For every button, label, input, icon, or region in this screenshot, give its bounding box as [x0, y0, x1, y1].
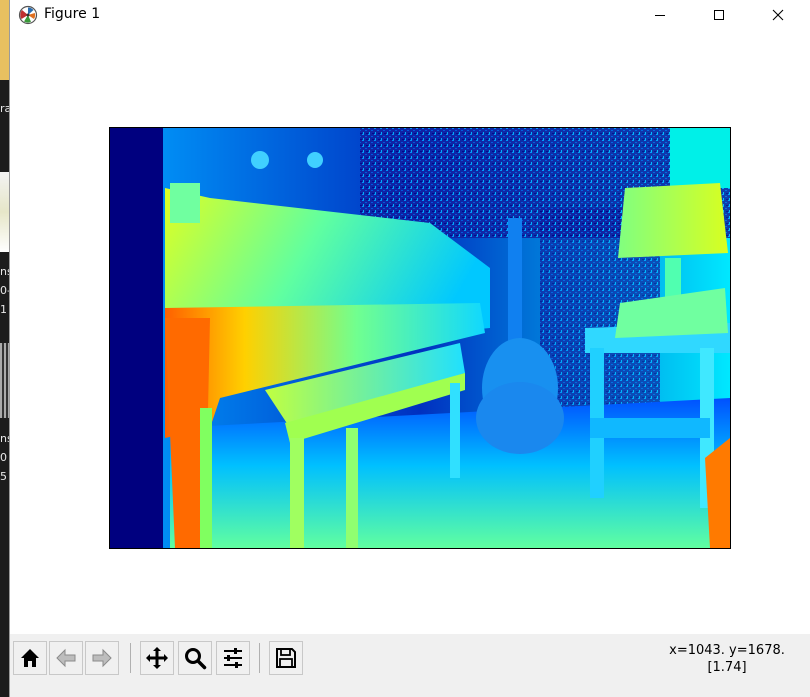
minimize-button[interactable]: [637, 0, 683, 30]
pan-button[interactable]: [140, 641, 174, 675]
desktop-text-fragment: 0-: [0, 284, 10, 297]
pixel-value: [1.74]: [707, 660, 747, 675]
forward-button[interactable]: [85, 641, 119, 675]
close-button[interactable]: [755, 0, 801, 30]
figure-window: Figure 1: [9, 0, 810, 697]
cursor-coordinates: x=1043. y=1678.: [669, 643, 785, 658]
save-floppy-icon: [276, 648, 296, 668]
zoom-button[interactable]: [178, 641, 212, 675]
back-arrow-icon: [56, 648, 76, 668]
desktop-text-fragment: 5: [0, 470, 7, 483]
title-bar[interactable]: Figure 1: [10, 0, 810, 30]
pan-move-icon: [146, 647, 168, 669]
zoom-magnifier-icon: [185, 648, 207, 670]
forward-arrow-icon: [92, 648, 112, 668]
close-icon: [772, 9, 784, 21]
window-title: Figure 1: [44, 6, 101, 22]
desktop-text-fragment: ns: [0, 265, 10, 278]
maximize-icon: [714, 10, 724, 20]
subplots-sliders-icon: [224, 648, 242, 668]
matplotlib-logo-icon: [18, 5, 38, 25]
desktop-thumbnail: [0, 172, 10, 252]
home-button[interactable]: [13, 641, 47, 675]
depth-map-image: [110, 128, 730, 548]
home-icon: [21, 649, 39, 667]
cursor-readout: x=1043. y=1678. [1.74]: [657, 642, 797, 676]
figure-canvas[interactable]: [10, 30, 810, 634]
desktop-text-fragment: 0: [0, 451, 7, 464]
desktop-text-fragment: 1: [0, 303, 7, 316]
desktop-text-fragment: ra: [0, 102, 10, 115]
desktop-background-strip: ra ns 0- 1 ns 0 5: [0, 0, 10, 697]
toolbar-separator: [130, 643, 131, 673]
minimize-icon: [655, 15, 665, 16]
configure-subplots-button[interactable]: [216, 641, 250, 675]
desktop-window-edge: [0, 0, 10, 80]
desktop-thumbnail: [0, 343, 10, 418]
back-button[interactable]: [49, 641, 83, 675]
toolbar-separator: [259, 643, 260, 673]
navigation-toolbar: x=1043. y=1678. [1.74]: [10, 634, 810, 697]
save-button[interactable]: [269, 641, 303, 675]
maximize-button[interactable]: [696, 0, 742, 30]
depth-image-axes[interactable]: [109, 127, 731, 549]
desktop-text-fragment: ns: [0, 432, 10, 445]
